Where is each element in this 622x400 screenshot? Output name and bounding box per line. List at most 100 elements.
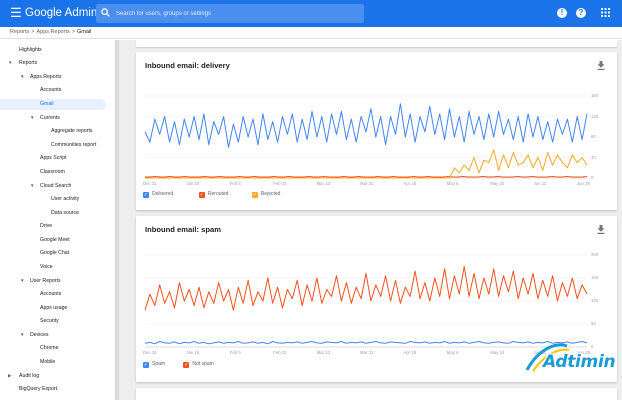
sidebar-item-communities-report[interactable]: Communities report xyxy=(51,142,97,148)
legend-checkbox-icon[interactable]: ✓ xyxy=(143,192,149,198)
chart-title: Inbound email: delivery xyxy=(145,61,230,70)
logo-swoosh-icon xyxy=(525,343,570,372)
sidebar-item-mobile[interactable]: Mobile xyxy=(40,359,56,365)
y-tick-label: 0 xyxy=(591,344,594,349)
sidebar-item-drive[interactable]: Drive xyxy=(40,223,53,229)
breadcrumb-apps-reports[interactable]: Apps Reports xyxy=(36,29,70,35)
app-title[interactable]: Google Admin xyxy=(25,7,98,19)
download-icon[interactable] xyxy=(597,225,605,234)
sidebar-item-audit-log[interactable]: Audit log xyxy=(19,373,40,379)
x-tick-label: Apr 18 xyxy=(403,350,417,355)
sidebar-item-google-meet[interactable]: Google Meet xyxy=(40,237,70,243)
x-tick-label: Feb 23 xyxy=(273,181,287,186)
apps-grid-icon[interactable] xyxy=(601,8,610,17)
y-tick-label: 80 xyxy=(591,134,596,139)
report-card-next xyxy=(136,388,617,400)
sidebar-item-accounts[interactable]: Accounts xyxy=(40,87,62,93)
chart-title: Inbound email: spam xyxy=(145,225,221,234)
menu-icon[interactable]: ☰ xyxy=(10,5,22,20)
top-app-bar: ☰ Google Admin ! ? xyxy=(0,0,622,27)
series-line-spam xyxy=(144,341,588,345)
notifications-icon[interactable]: ! xyxy=(557,8,567,18)
search-input[interactable] xyxy=(116,7,356,20)
sidebar-scrollbar[interactable] xyxy=(115,40,119,400)
sidebar-item-voice[interactable]: Voice xyxy=(40,264,53,270)
sidebar-item-classroom[interactable]: Classroom xyxy=(40,169,65,175)
sidebar-item-apps-reports[interactable]: Apps Reports xyxy=(30,74,62,80)
caret-down-icon[interactable]: ▼ xyxy=(20,332,25,337)
caret-down-icon[interactable]: ▼ xyxy=(20,278,25,283)
legend-item-not-spam[interactable]: ✓ Not spam xyxy=(183,361,214,368)
x-tick-label: Mar 13 xyxy=(316,181,330,186)
sidebar-item-user-activity[interactable]: User activity xyxy=(51,196,80,202)
legend-label: Spam xyxy=(152,361,166,367)
breadcrumb-gmail: Gmail xyxy=(77,29,92,35)
sidebar-item-gmail[interactable]: Gmail xyxy=(0,99,106,110)
y-tick-label: 120 xyxy=(591,113,599,119)
y-tick-label: 150 xyxy=(591,275,599,280)
sidebar-item-user-reports[interactable]: User Reports xyxy=(30,278,61,284)
sidebar-item-bigquery-export[interactable]: BigQuery Export xyxy=(19,386,58,392)
x-tick-label: May 24 xyxy=(490,181,505,186)
y-tick-label: 100 xyxy=(591,298,599,303)
x-tick-label: Dec 31 xyxy=(143,181,157,186)
download-icon[interactable] xyxy=(597,61,605,70)
sidebar-item-security[interactable]: Security xyxy=(40,318,59,324)
legend-label: Rejected xyxy=(260,191,281,197)
sidebar-nav: Highlights ▼ Reports ▼ Apps Reports Acco… xyxy=(0,40,118,400)
x-tick-label: Feb 5 xyxy=(229,350,241,355)
legend-item-delivered[interactable]: ✓ Delivered xyxy=(143,191,173,198)
series-line-delivered xyxy=(144,103,588,148)
x-tick-label: Mar 13 xyxy=(316,350,330,355)
x-tick-label: May 24 xyxy=(490,350,505,355)
search-box[interactable] xyxy=(96,4,364,23)
x-tick-label: Jun 11 xyxy=(533,181,547,186)
caret-down-icon[interactable]: ▼ xyxy=(8,60,13,65)
legend-checkbox-icon[interactable]: ✓ xyxy=(143,362,149,368)
logo-text: Adtimin xyxy=(543,352,616,372)
sidebar-item-user-accounts[interactable]: Accounts xyxy=(40,291,62,297)
x-tick-label: Feb 23 xyxy=(273,350,287,355)
x-tick-label: Dec 31 xyxy=(143,350,157,355)
x-tick-label: Mar 31 xyxy=(360,181,374,186)
sidebar-item-aggregate-reports[interactable]: Aggregate reports xyxy=(51,128,93,134)
breadcrumb: Reports > Apps Reports > Gmail xyxy=(0,27,622,39)
legend-label: Delivered xyxy=(152,191,174,197)
legend-item-rejected[interactable]: ✓ Rejected xyxy=(251,191,281,198)
sidebar-item-google-chat[interactable]: Google Chat xyxy=(40,250,70,256)
series-line-rerouted xyxy=(145,176,588,178)
sidebar-item-highlights[interactable]: Highlights xyxy=(19,47,42,53)
x-tick-label: Feb 5 xyxy=(229,181,241,186)
sidebar-item-cloud-search[interactable]: Cloud Search xyxy=(40,183,72,189)
sidebar-item-devices[interactable]: Devices xyxy=(30,332,49,338)
sidebar-item-currents[interactable]: Currents xyxy=(40,115,60,121)
caret-down-icon[interactable]: ▼ xyxy=(30,115,35,120)
legend-checkbox-icon[interactable]: ✓ xyxy=(198,192,205,198)
search-icon xyxy=(101,8,110,17)
report-card-delivery: Inbound email: delivery 160 120 80 40 0 Dec 3… xyxy=(136,52,617,210)
legend-checkbox-icon[interactable]: ✓ xyxy=(183,362,190,368)
report-card-previous xyxy=(136,40,617,47)
y-tick-label: 50 xyxy=(591,321,596,326)
legend-item-spam[interactable]: ✓ Spam xyxy=(143,361,165,368)
caret-down-icon[interactable]: ▼ xyxy=(20,74,25,79)
sidebar-item-chrome[interactable]: Chrome xyxy=(40,345,59,351)
legend-item-rerouted[interactable]: ✓ Rerouted xyxy=(198,191,229,198)
caret-right-icon[interactable]: ▶ xyxy=(8,373,12,378)
caret-down-icon[interactable]: ▼ xyxy=(30,183,35,188)
sidebar-item-reports[interactable]: Reports xyxy=(19,60,38,66)
help-icon[interactable]: ? xyxy=(576,8,586,18)
sidebar-item-apps-script[interactable]: Apps Script xyxy=(40,155,67,161)
series-line-rejected xyxy=(145,149,588,179)
y-tick-label: 200 xyxy=(591,252,599,257)
series-line-not-spam xyxy=(144,266,588,311)
x-tick-label: May 6 xyxy=(446,350,459,355)
spam-chart xyxy=(144,254,588,348)
sidebar-item-data-source[interactable]: Data source xyxy=(51,210,79,216)
x-tick-label: Jan 16 xyxy=(186,350,200,355)
sidebar-item-apps-usage[interactable]: Apps usage xyxy=(40,305,68,311)
legend-label: Rerouted xyxy=(207,191,229,197)
watermark-logo: Adtimin xyxy=(523,340,619,374)
breadcrumb-reports[interactable]: Reports xyxy=(10,29,30,35)
legend-checkbox-icon[interactable]: ✓ xyxy=(251,192,258,198)
